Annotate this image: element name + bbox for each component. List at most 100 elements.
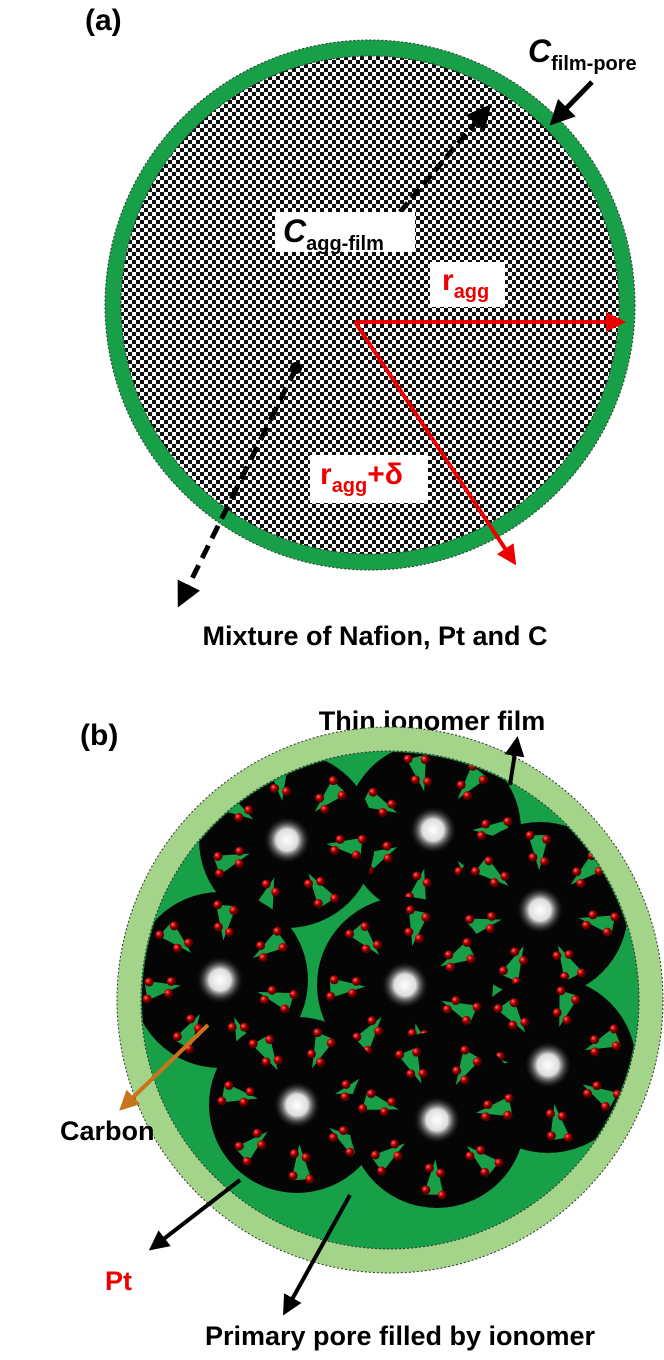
pt-particle: [246, 1087, 255, 1096]
pt-particle: [583, 1089, 592, 1098]
pt-particle: [576, 879, 585, 888]
pt-particle: [173, 944, 182, 953]
pt-particle: [265, 1035, 274, 1044]
pt-particle: [479, 775, 488, 784]
pt-particle: [256, 941, 265, 950]
pt-particle: [481, 820, 490, 829]
pt-particle: [393, 1151, 402, 1160]
pt-particle: [484, 856, 493, 865]
pt-particle: [369, 788, 378, 797]
pt-particle: [371, 1150, 380, 1159]
pt-particle: [278, 943, 287, 952]
pt-particle: [289, 1171, 298, 1180]
pt-particle: [486, 924, 495, 933]
pt-particle: [553, 1008, 562, 1017]
pt-particle: [316, 877, 325, 886]
pt-particle: [383, 842, 392, 851]
pt-particle: [503, 817, 512, 826]
pt-particle: [186, 1014, 195, 1023]
pt-particle: [465, 1151, 474, 1160]
pt-particle: [460, 1075, 469, 1084]
pt-particle: [307, 1049, 316, 1058]
pt-particle: [412, 1048, 421, 1057]
pt-particle: [257, 1140, 266, 1149]
pt-particle: [505, 1094, 514, 1103]
pt-particle: [330, 846, 339, 855]
core: [381, 961, 429, 1009]
pt-particle: [270, 784, 279, 793]
pt-particle: [494, 1004, 503, 1013]
pt-particle: [358, 1104, 367, 1113]
pt-particle: [588, 910, 597, 919]
pt-particle: [345, 929, 354, 938]
pt-particle: [373, 940, 382, 949]
pt-particle: [326, 992, 335, 1001]
arrow: [553, 82, 592, 122]
pt-particle: [462, 1016, 471, 1025]
pt-particle: [327, 1038, 336, 1047]
core: [413, 1096, 461, 1144]
pt-particle: [436, 1169, 445, 1178]
pt-particle: [552, 951, 561, 960]
pt-particle: [315, 794, 324, 803]
pt-particle: [546, 1109, 555, 1118]
pt-particle: [253, 1129, 262, 1138]
pt-particle: [155, 930, 164, 939]
pt-particle: [342, 1080, 351, 1089]
pt-particle: [564, 1133, 573, 1142]
carbon-label: Carbon: [60, 1116, 155, 1146]
pt-particle: [320, 805, 329, 814]
pt-particle: [542, 835, 551, 844]
pt-particle: [565, 950, 574, 959]
pt-particle: [345, 1148, 354, 1157]
pt-particle: [582, 921, 591, 930]
pt-particle: [184, 938, 193, 947]
pt-particle: [547, 1131, 556, 1140]
pt-particle: [304, 879, 313, 888]
pt-particle: [603, 928, 612, 937]
pt-particle: [395, 1050, 404, 1059]
pt-particle: [494, 1158, 503, 1167]
pt-particle: [387, 1097, 396, 1106]
pt-particle: [572, 867, 581, 876]
pt-particle: [601, 1102, 610, 1111]
pt-particle: [503, 1111, 512, 1120]
panel-b: (b) Thin ionomer film Carbon Pt Primary …: [60, 706, 663, 1351]
pt-particle: [352, 977, 361, 986]
pt-particle: [423, 878, 432, 887]
pt-particle: [425, 1164, 434, 1173]
core: [263, 816, 311, 864]
pt-particle: [314, 899, 323, 908]
pt-particle: [612, 1041, 621, 1050]
caption: Mixture of Nafion, Pt and C: [202, 621, 547, 651]
pt-particle: [338, 791, 347, 800]
pt-particle: [412, 871, 421, 880]
pt-particle: [243, 1157, 252, 1166]
pt-particle: [519, 956, 528, 965]
pt-particle: [390, 1140, 399, 1149]
pt-particle: [571, 995, 580, 1004]
pt-particle: [540, 857, 549, 866]
pt-particle: [490, 878, 499, 887]
pt-particle: [463, 938, 472, 947]
pt-particle: [217, 1097, 226, 1106]
panel-a: (a) Cfilm-pore Cagg-film ragg ragg+δ Mix…: [85, 4, 637, 651]
pt-particle: [487, 912, 496, 921]
pt-particle: [316, 1058, 325, 1067]
pt-particle: [239, 1098, 248, 1107]
pt-particle: [330, 894, 339, 903]
panel-label: (a): [85, 4, 122, 37]
pt-particle: [336, 835, 345, 844]
pt-particle: [273, 927, 282, 936]
pt-particle: [329, 776, 338, 785]
pt-particle: [213, 900, 222, 909]
pt-particle: [610, 1024, 619, 1033]
pt-particle: [444, 950, 453, 959]
pt-particle: [520, 1018, 529, 1027]
pt-particle: [473, 1057, 482, 1066]
pt-particle: [423, 777, 432, 786]
pt-particle: [421, 1185, 430, 1194]
pt-particle: [471, 867, 480, 876]
pt-particle: [348, 989, 357, 998]
pt-particle: [387, 800, 396, 809]
